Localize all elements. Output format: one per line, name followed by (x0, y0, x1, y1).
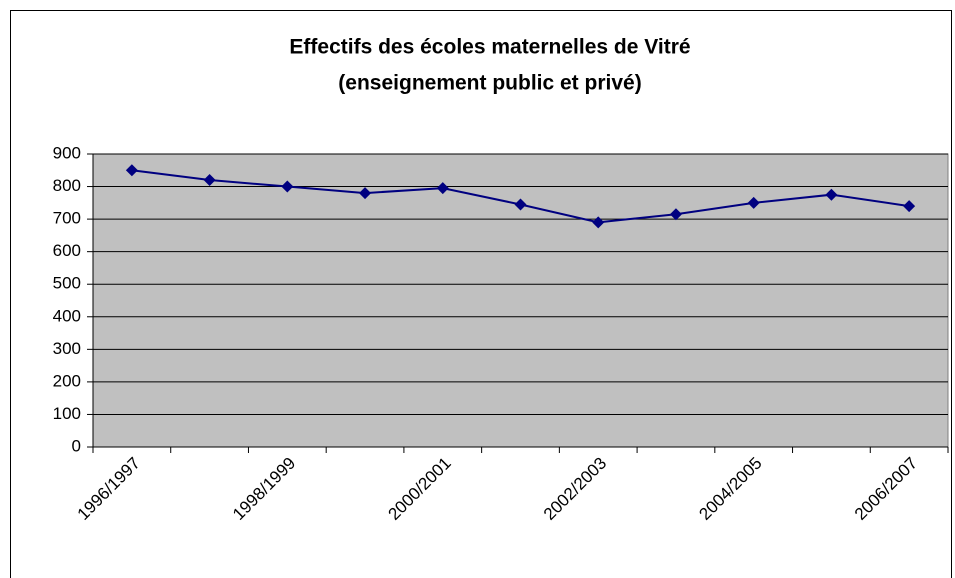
data-point (359, 187, 372, 200)
y-tick-label: 700 (53, 209, 81, 228)
data-point (669, 208, 682, 221)
chart-title: (enseignement public et privé) (338, 72, 641, 95)
data-point (281, 180, 294, 193)
data-point (592, 216, 605, 229)
data-point (747, 196, 760, 209)
y-tick-label: 500 (53, 274, 81, 293)
plot-area (92, 153, 949, 448)
y-tick-label: 600 (53, 241, 81, 260)
y-tick-label: 400 (53, 306, 81, 325)
data-point (125, 164, 138, 177)
data-point (825, 188, 838, 201)
y-tick-label: 900 (53, 143, 81, 162)
y-tick-label: 0 (72, 436, 81, 455)
data-point (436, 182, 449, 195)
data-point (514, 198, 527, 211)
y-tick-label: 200 (53, 371, 81, 390)
data-point (903, 200, 916, 213)
y-tick-label: 100 (53, 404, 81, 423)
y-tick-label: 800 (53, 176, 81, 195)
y-tick-label: 300 (53, 339, 81, 358)
chart-title: Effectifs des écoles maternelles de Vitr… (289, 36, 690, 59)
data-point (203, 174, 216, 187)
